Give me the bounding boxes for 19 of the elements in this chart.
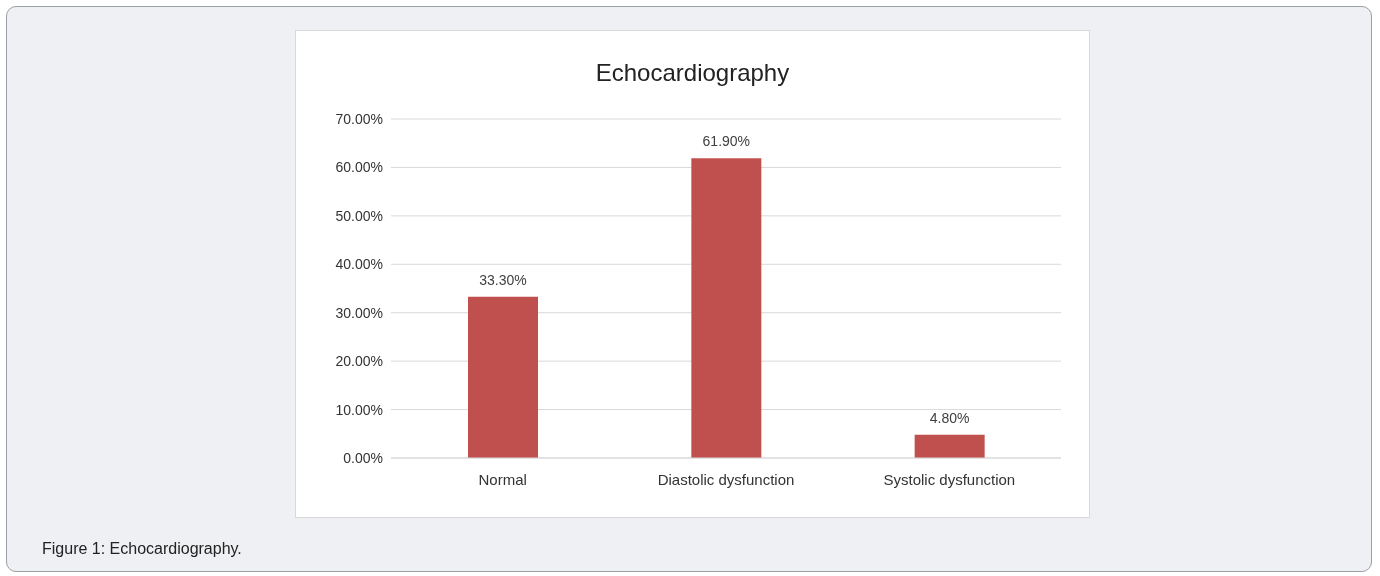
y-tick-label: 20.00% (335, 353, 383, 370)
y-tick-label: 70.00% (335, 110, 383, 127)
bar (691, 158, 762, 458)
caption: Figure 1: Echocardiography. (42, 540, 242, 558)
y-tick-label: 40.00% (335, 256, 383, 273)
chart-title: Echocardiography (594, 59, 791, 87)
y-tick-label: 60.00% (335, 159, 383, 176)
bar (468, 296, 538, 458)
bar (914, 434, 985, 458)
x-tick-label: Systolic dysfunction (883, 470, 1016, 488)
y-tick-label: 30.00% (335, 304, 383, 321)
x-tick-label: Normal (478, 470, 527, 488)
data-label: 61.90% (702, 133, 751, 150)
x-tick-label: Diastolic dysfunction (657, 470, 795, 488)
y-tick-label: 50.00% (335, 207, 383, 224)
y-tick-label: 0.00% (343, 449, 383, 466)
data-label: 4.80% (929, 409, 970, 426)
y-tick-label: 10.00% (335, 401, 383, 418)
data-label: 33.30% (479, 271, 527, 288)
